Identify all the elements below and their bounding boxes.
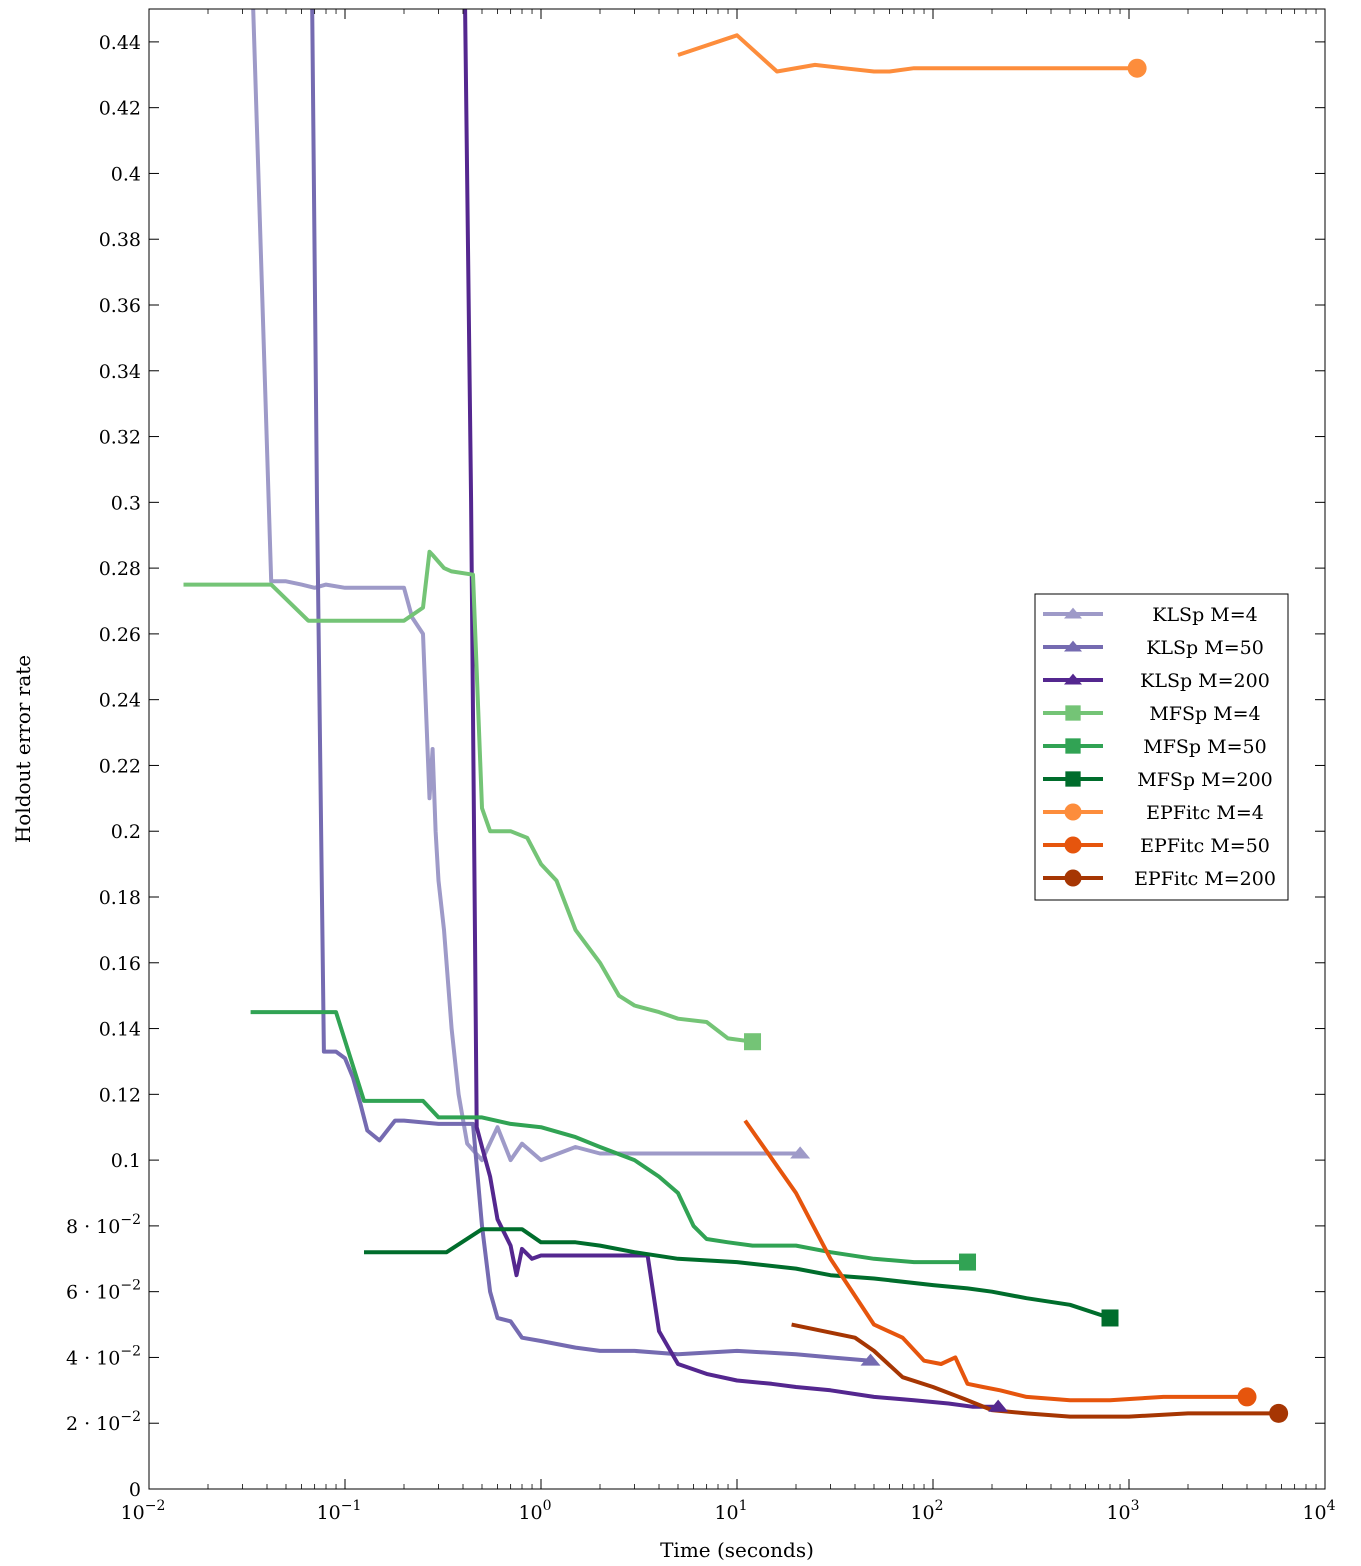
legend-swatch-marker-1 — [1064, 607, 1082, 619]
legend-swatch-marker-5 — [1065, 738, 1081, 754]
x-tick-label: 100 — [518, 1498, 551, 1524]
y-tick-label: 0.1 — [111, 1150, 141, 1172]
series-end-marker-1 — [790, 1146, 811, 1159]
y-tick-label: 0.36 — [99, 295, 141, 317]
series-line-7 — [677, 33, 1138, 74]
series-line-2 — [310, 9, 871, 1363]
legend-label-5: MFSp M=50 — [1143, 736, 1266, 758]
series-line-9 — [791, 1322, 1279, 1419]
series-line-4 — [183, 549, 753, 1044]
legend-swatch-marker-6 — [1065, 771, 1081, 787]
x-tick-label: 10−2 — [121, 1498, 166, 1524]
legend-swatch-marker-8 — [1064, 836, 1082, 854]
y-tick-label: 0.26 — [99, 624, 141, 646]
series-end-marker-8 — [1237, 1387, 1257, 1407]
series-line-5 — [250, 1010, 968, 1265]
legend-swatch-marker-2 — [1064, 640, 1082, 652]
ticks-layer: 10−2 10−1 100 101 102 103 104 0 2 · 10−2 4 · 10−2… — [66, 9, 1336, 1524]
series-end-marker-5 — [959, 1253, 977, 1271]
y-tick-label: 0.32 — [99, 427, 141, 449]
series-end-marker-6 — [1101, 1309, 1119, 1327]
series-line-3 — [463, 9, 999, 1409]
y-tick-label: 0.22 — [99, 755, 141, 777]
y-tick-label: 0 — [129, 1479, 141, 1501]
legend-label-8: EPFitc M=50 — [1140, 835, 1270, 857]
series-end-marker-3 — [988, 1399, 1009, 1412]
legend-label-9: EPFitc M=200 — [1134, 868, 1276, 890]
y-axis-label: Holdout error rate — [11, 655, 35, 843]
y-tick-label: 0.28 — [99, 558, 141, 580]
y-tick-label: 0.3 — [111, 492, 141, 514]
x-tick-label: 104 — [1302, 1498, 1335, 1524]
legend-label-6: MFSp M=200 — [1137, 769, 1273, 791]
legend-label-4: MFSp M=4 — [1149, 703, 1260, 725]
legend-swatch-marker-3 — [1064, 673, 1082, 685]
y-tick-label: 0.44 — [99, 32, 141, 54]
y-tick-label: 6 · 10−2 — [66, 1278, 141, 1304]
x-tick-label: 103 — [1106, 1498, 1139, 1524]
y-tick-label: 0.24 — [99, 690, 141, 712]
series-end-marker-7 — [1127, 58, 1147, 78]
x-tick-label: 102 — [910, 1498, 943, 1524]
legend-swatch-marker-9 — [1064, 869, 1082, 887]
y-tick-label: 0.18 — [99, 887, 141, 909]
legend: KLSp M=4 KLSp M=50 KLSp M=200 MFSp M=4 MFSp … — [1034, 593, 1289, 901]
y-tick-label: 0.38 — [99, 229, 141, 251]
legend-swatch-marker-4 — [1065, 705, 1081, 721]
legend-swatch-marker-7 — [1064, 803, 1082, 821]
y-tick-label: 0.14 — [99, 1019, 141, 1041]
series-line-1 — [251, 9, 801, 1163]
y-tick-label: 0.34 — [99, 361, 141, 383]
x-axis-label: Time (seconds) — [660, 1538, 814, 1562]
x-tick-label: 101 — [714, 1498, 747, 1524]
series-line-8 — [743, 1119, 1247, 1403]
legend-label-7: EPFitc M=4 — [1146, 802, 1264, 824]
legend-label-1: KLSp M=4 — [1152, 604, 1258, 626]
series-layer — [183, 9, 1279, 1419]
series-line-6 — [364, 1227, 1111, 1320]
legend-label-3: KLSp M=200 — [1140, 670, 1270, 692]
y-tick-label: 0.42 — [99, 98, 141, 120]
y-tick-label: 0.16 — [99, 953, 141, 975]
y-tick-label: 0.12 — [99, 1084, 141, 1106]
y-tick-label: 0.4 — [111, 163, 141, 185]
series-end-marker-2 — [860, 1353, 881, 1366]
series-end-marker-9 — [1269, 1403, 1289, 1423]
x-tick-label: 10−1 — [317, 1498, 362, 1524]
markers-layer — [744, 58, 1289, 1423]
y-tick-label: 4 · 10−2 — [66, 1343, 141, 1369]
legend-label-2: KLSp M=50 — [1146, 637, 1264, 659]
series-end-marker-4 — [744, 1033, 762, 1051]
y-tick-label: 0.2 — [111, 821, 141, 843]
y-tick-label: 8 · 10−2 — [66, 1212, 141, 1238]
y-tick-label: 2 · 10−2 — [66, 1409, 141, 1435]
